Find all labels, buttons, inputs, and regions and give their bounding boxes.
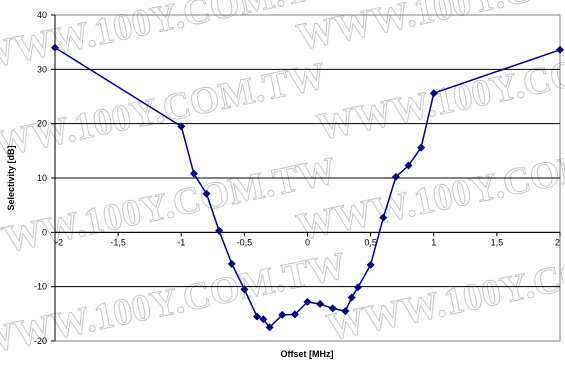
data-point: [316, 300, 325, 309]
data-point: [278, 310, 287, 319]
y-tick-label: 20: [37, 119, 47, 129]
watermark-text: WWW.100Y.COM.TW: [293, 0, 565, 59]
data-point: [227, 259, 236, 268]
x-tick-label: -1: [177, 237, 185, 247]
x-tick-label: -2: [55, 237, 63, 247]
y-tick-label: -20: [34, 336, 47, 346]
data-point: [189, 169, 198, 178]
data-point: [328, 304, 337, 313]
x-tick-label: 1: [431, 237, 436, 247]
data-point: [290, 310, 299, 319]
data-point: [265, 323, 274, 332]
data-point: [366, 260, 375, 269]
data-point: [354, 283, 362, 292]
data-point: [259, 315, 268, 324]
data-point: [303, 297, 312, 306]
data-point: [240, 285, 249, 294]
data-point: [177, 122, 186, 131]
watermark-text: WWW.100Y.COM.TW: [0, 245, 350, 364]
x-tick-label: -1,5: [110, 237, 126, 247]
data-point: [404, 161, 413, 170]
data-point: [253, 312, 261, 321]
y-tick-label: 40: [37, 10, 47, 20]
data-point: [429, 89, 438, 98]
data-point: [202, 189, 211, 198]
data-point: [379, 213, 388, 222]
data-series: [51, 43, 564, 332]
x-tick-label: 2: [555, 237, 560, 247]
data-point: [215, 226, 224, 235]
watermark-text: WWW.100Y.COM.TW: [0, 150, 340, 269]
data-point: [556, 45, 564, 54]
x-tick-label: 0,5: [364, 237, 377, 247]
data-point: [391, 172, 400, 181]
y-tick-label: 0: [42, 227, 47, 237]
watermark-text: WWW.100Y.COM.TW: [0, 55, 330, 174]
data-point: [417, 143, 426, 152]
x-tick-label: 0: [305, 237, 310, 247]
y-axis-title: Selectivity [dB]: [6, 145, 16, 210]
data-point: [347, 293, 356, 302]
y-tick-label: 10: [37, 173, 47, 183]
y-tick-label: 30: [37, 64, 47, 74]
x-axis-title: Offset [MHz]: [281, 349, 334, 359]
data-point: [341, 307, 350, 316]
x-tick-label: 1,5: [491, 237, 504, 247]
axes: -20 -10 0 10 20 30 40 -2 -1,5 -1 -0,5 0 0,5 1 1,5 2: [34, 10, 561, 346]
x-tick-label: -0,5: [237, 237, 253, 247]
y-tick-label: -10: [34, 282, 47, 292]
data-point: [51, 43, 59, 52]
